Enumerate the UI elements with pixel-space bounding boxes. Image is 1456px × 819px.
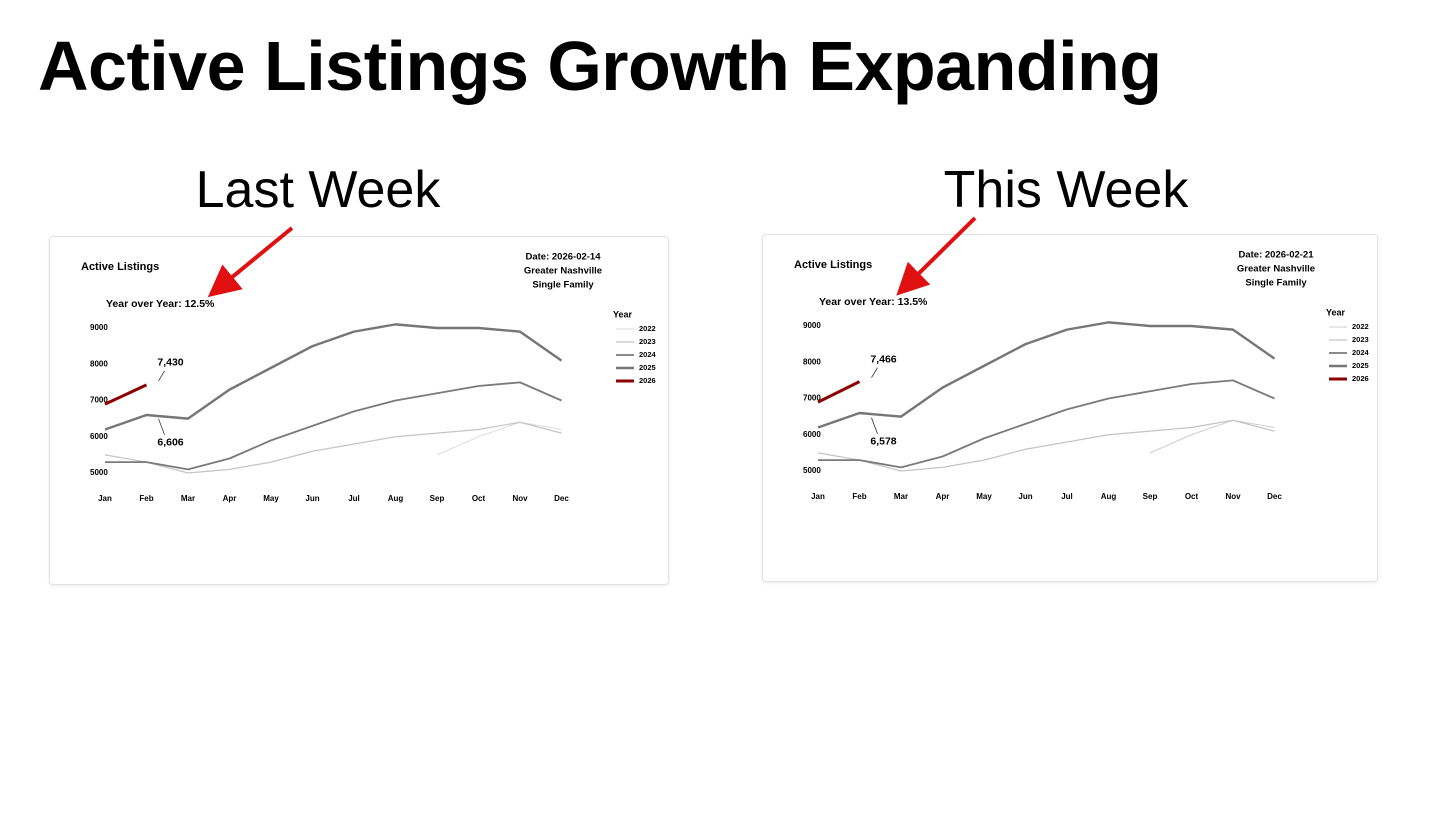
x-tick-label: Feb xyxy=(852,492,866,501)
info-line: Date: 2026-02-14 xyxy=(526,252,602,263)
panel-label: Last Week xyxy=(195,161,441,219)
x-tick-label: Sep xyxy=(430,494,445,503)
x-tick-label: Dec xyxy=(1267,492,1282,501)
x-tick-label: Jun xyxy=(305,494,319,503)
legend-label: 2023 xyxy=(1352,335,1369,344)
chart-title: Active Listings xyxy=(794,259,872,271)
x-tick-label: Oct xyxy=(472,494,486,503)
yoy-label: Year over Year: 13.5% xyxy=(819,296,928,308)
legend-label: 2023 xyxy=(639,337,656,346)
x-tick-label: Jan xyxy=(98,494,112,503)
series-line xyxy=(818,379,1275,469)
yoy-label: Year over Year: 12.5% xyxy=(106,298,215,310)
annotation-leader xyxy=(158,370,165,382)
x-tick-label: Apr xyxy=(223,494,237,503)
y-tick-label: 9000 xyxy=(803,321,821,330)
series-line xyxy=(817,380,861,404)
x-tick-label: Aug xyxy=(1101,492,1117,501)
series-line xyxy=(104,323,563,431)
chart: Active Listings Year over Year: 12.5% Date… xyxy=(81,252,657,504)
slide-title: Active Listings Growth Expanding xyxy=(38,27,1162,105)
annotation-leader xyxy=(871,367,878,378)
x-tick-label: Jan xyxy=(811,492,825,501)
series-line xyxy=(817,419,1275,472)
info-line: Greater Nashville xyxy=(1237,264,1315,275)
series-line xyxy=(1149,419,1275,454)
chart-card: Active Listings Year over Year: 12.5% Date… xyxy=(49,236,669,585)
info-line: Date: 2026-02-21 xyxy=(1239,250,1315,261)
x-tick-label: Nov xyxy=(1225,492,1241,501)
y-tick-label: 6000 xyxy=(803,430,821,439)
legend-title: Year xyxy=(1326,307,1346,317)
x-tick-label: May xyxy=(976,492,992,501)
annotation: 7,466 xyxy=(870,353,896,365)
annotation: 6,578 xyxy=(870,436,896,448)
annotation-leader xyxy=(158,418,165,435)
legend-title: Year xyxy=(613,309,633,319)
annotation: 6,606 xyxy=(157,437,183,449)
series-line xyxy=(104,383,148,406)
legend-label: 2026 xyxy=(1352,374,1369,383)
info-line: Single Family xyxy=(532,280,594,291)
x-tick-label: Mar xyxy=(181,494,195,503)
y-tick-label: 7000 xyxy=(90,396,108,405)
y-tick-label: 8000 xyxy=(803,357,821,366)
legend-label: 2022 xyxy=(639,324,656,333)
y-tick-label: 7000 xyxy=(803,394,821,403)
y-tick-label: 6000 xyxy=(90,432,108,441)
panel-label: This Week xyxy=(943,161,1189,219)
x-tick-label: Nov xyxy=(512,494,528,503)
chart-title: Active Listings xyxy=(81,261,159,273)
x-tick-label: Jul xyxy=(1061,492,1073,501)
annotation: 7,430 xyxy=(157,357,183,369)
series-line xyxy=(817,321,1276,429)
y-tick-label: 8000 xyxy=(90,359,108,368)
chart-card: Active Listings Year over Year: 13.5% Date… xyxy=(762,234,1378,582)
legend-label: 2025 xyxy=(639,363,656,372)
x-tick-label: Mar xyxy=(894,492,908,501)
x-tick-label: Jun xyxy=(1018,492,1032,501)
x-tick-label: Aug xyxy=(388,494,404,503)
annotation-leader xyxy=(871,417,878,434)
chart: Active Listings Year over Year: 13.5% Date… xyxy=(794,250,1370,502)
legend-label: 2024 xyxy=(1352,348,1370,357)
info-line: Greater Nashville xyxy=(524,266,602,277)
series-line xyxy=(105,381,562,471)
info-line: Single Family xyxy=(1245,278,1307,289)
legend-label: 2024 xyxy=(639,350,657,359)
y-tick-label: 5000 xyxy=(803,466,821,475)
x-tick-label: Oct xyxy=(1185,492,1199,501)
x-tick-label: May xyxy=(263,494,279,503)
series-line xyxy=(104,421,562,474)
legend-label: 2025 xyxy=(1352,361,1369,370)
legend-label: 2022 xyxy=(1352,322,1369,331)
x-tick-label: Sep xyxy=(1143,492,1158,501)
legend-label: 2026 xyxy=(639,376,656,385)
x-tick-label: Apr xyxy=(936,492,950,501)
x-tick-label: Jul xyxy=(348,494,360,503)
x-tick-label: Feb xyxy=(139,494,153,503)
x-tick-label: Dec xyxy=(554,494,569,503)
series-line xyxy=(436,421,562,456)
y-tick-label: 5000 xyxy=(90,468,108,477)
y-tick-label: 9000 xyxy=(90,323,108,332)
